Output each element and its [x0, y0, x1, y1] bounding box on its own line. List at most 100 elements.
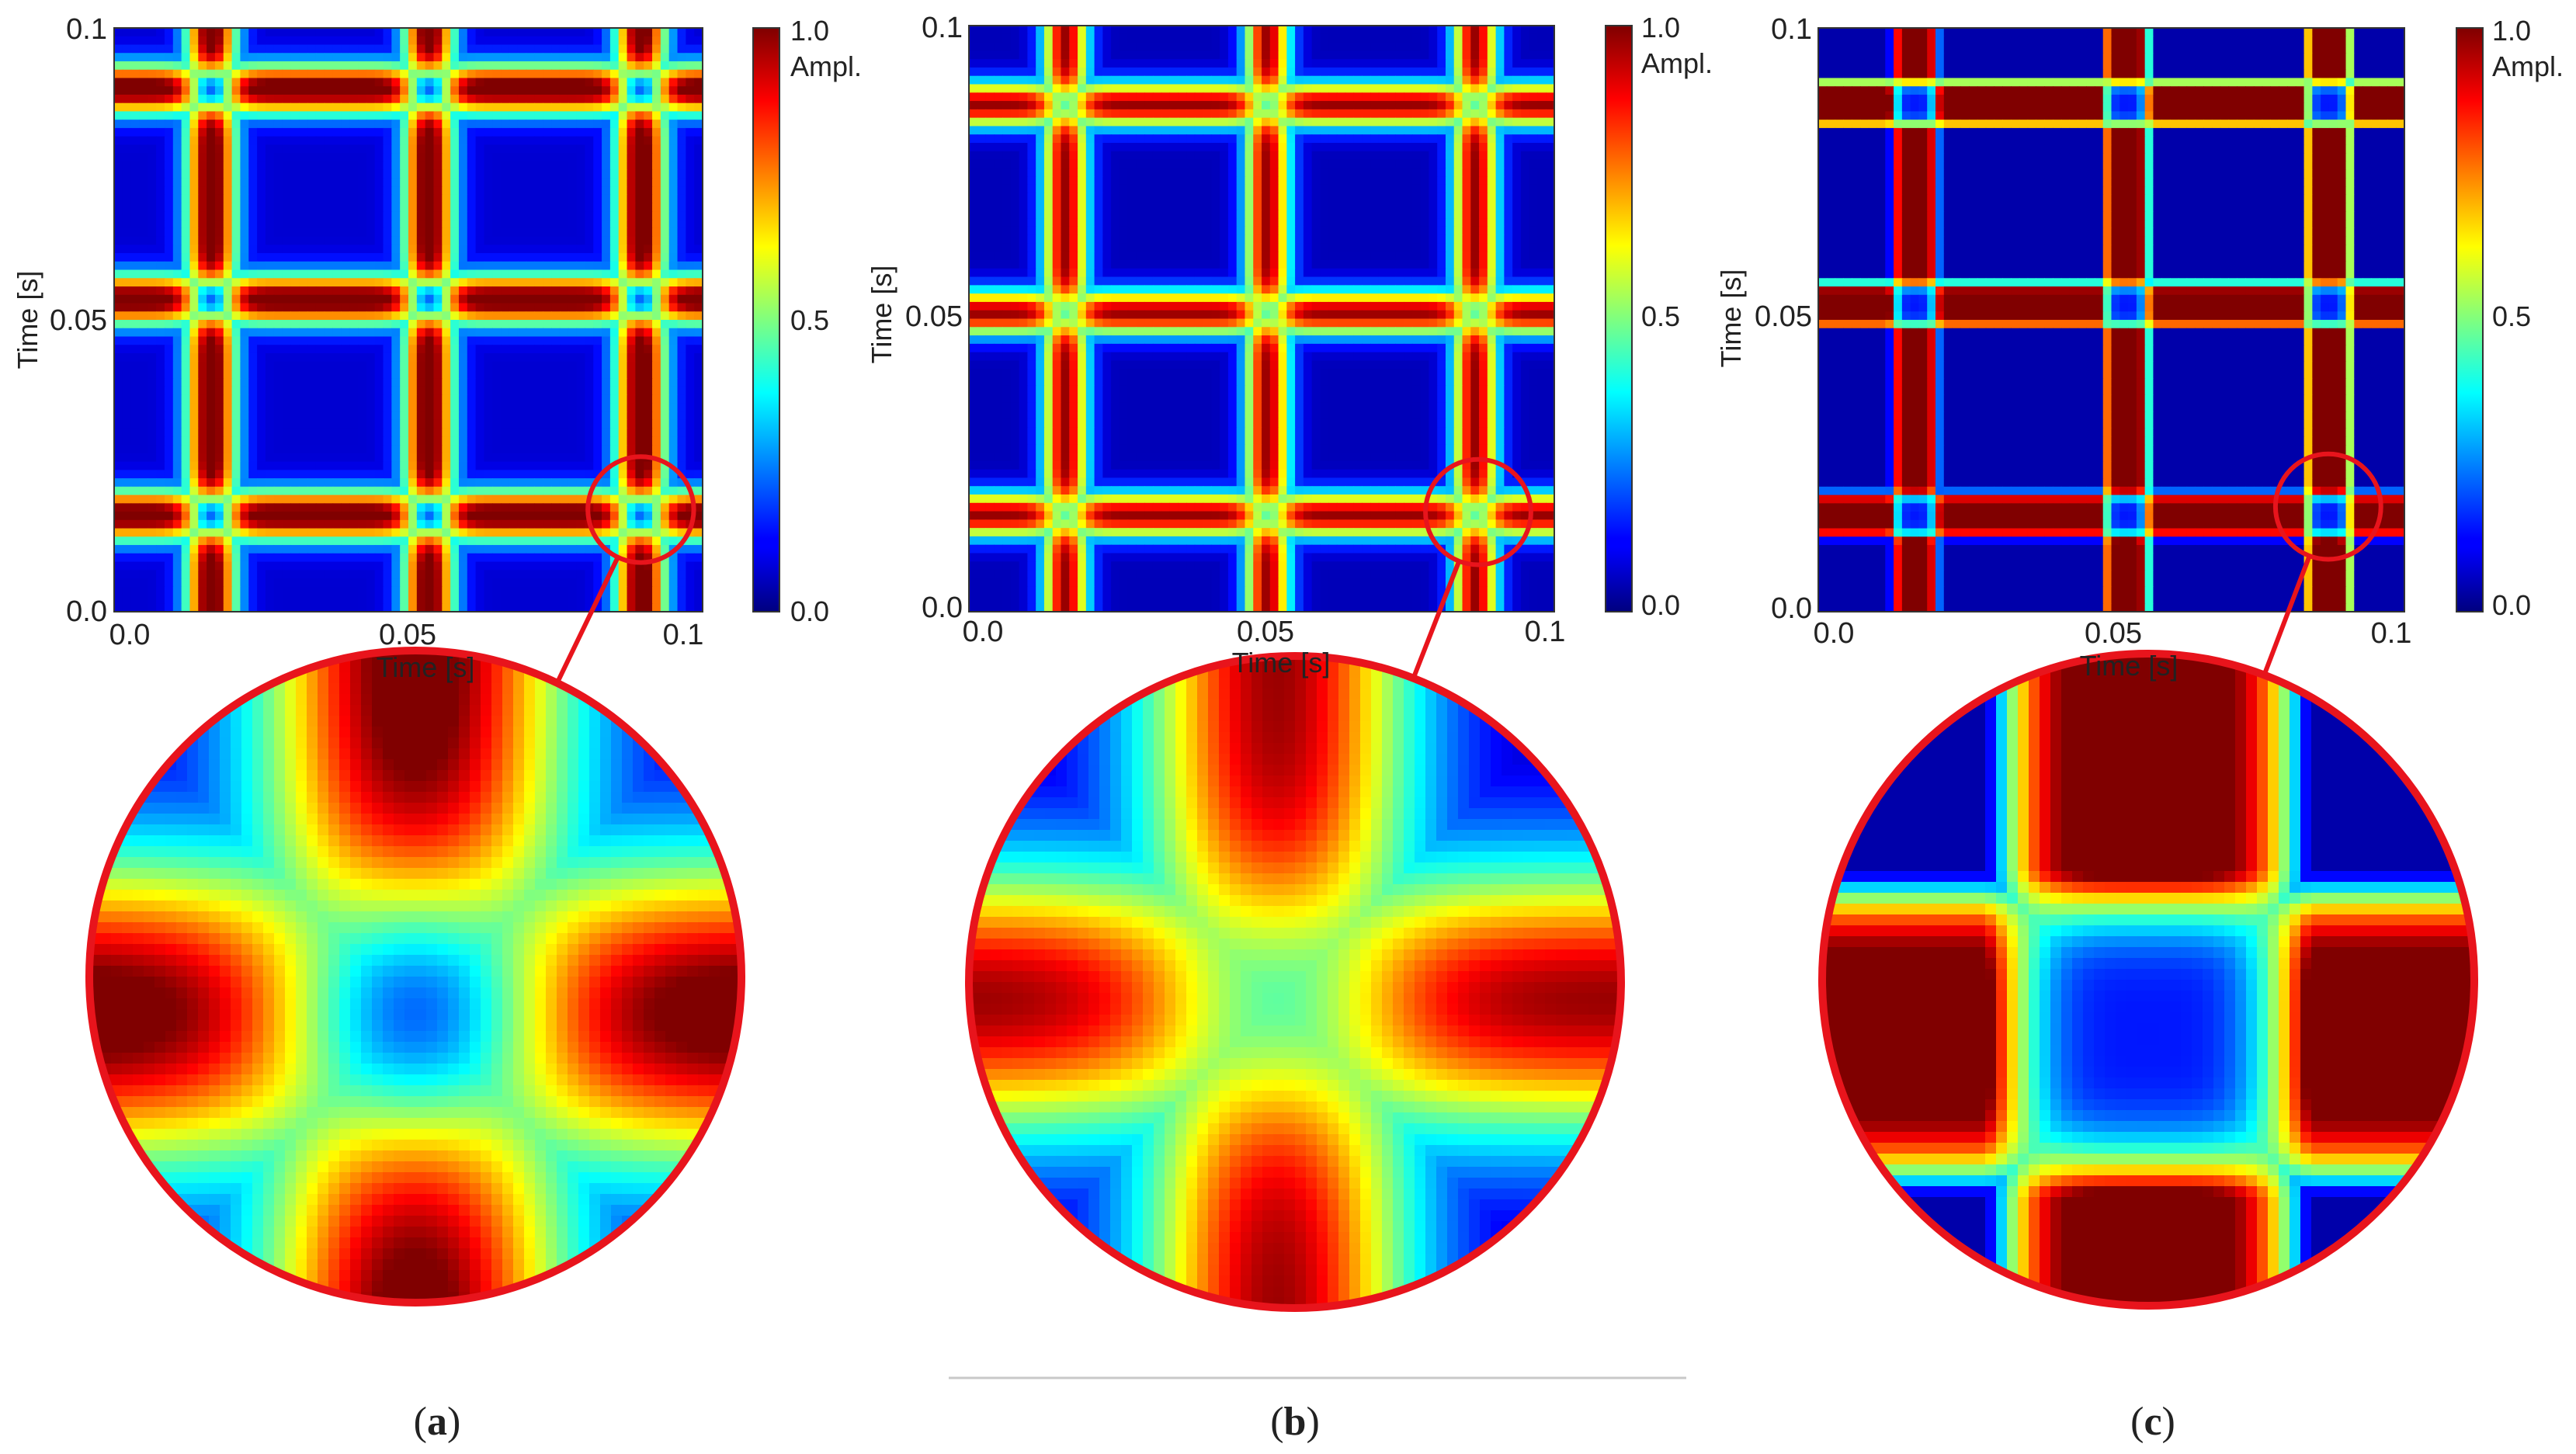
heatmap-cell: [156, 253, 165, 262]
heatmap-cell: [232, 211, 241, 220]
heatmap-cell: [189, 153, 198, 161]
heatmap-cell: [669, 203, 678, 212]
heatmap-cell: [543, 44, 551, 53]
heatmap-cell: [123, 237, 131, 245]
heatmap-cell: [341, 36, 349, 45]
heatmap-cell: [602, 228, 610, 237]
heatmap-cell: [165, 53, 173, 61]
heatmap-cell: [341, 137, 349, 145]
heatmap-cell: [333, 120, 342, 128]
heatmap-cell: [408, 137, 417, 145]
heatmap-cell: [518, 128, 526, 137]
heatmap-cell: [189, 203, 198, 212]
heatmap-cell: [442, 44, 450, 53]
heatmap-cell: [534, 203, 543, 212]
heatmap-cell: [501, 144, 509, 153]
heatmap-cell: [148, 220, 156, 228]
heatmap-cell: [114, 153, 123, 161]
heatmap-cell: [333, 144, 342, 153]
heatmap-cell: [333, 161, 342, 170]
heatmap-cell: [459, 220, 467, 228]
heatmap-cell: [148, 103, 156, 112]
heatmap-cell: [189, 220, 198, 228]
heatmap-cell: [408, 86, 417, 95]
heatmap-cell: [433, 161, 442, 170]
heatmap-cell: [669, 111, 678, 120]
heatmap-cell: [384, 111, 392, 120]
heatmap-cell: [240, 95, 248, 103]
heatmap-cell: [408, 186, 417, 195]
heatmap-cell: [534, 253, 543, 262]
heatmap-cell: [391, 78, 400, 86]
heatmap-cell: [333, 153, 342, 161]
heatmap-cell: [619, 186, 627, 195]
heatmap-cell: [325, 144, 333, 153]
heatmap-cell: [215, 36, 224, 45]
heatmap-cell: [156, 44, 165, 53]
heatmap-cell: [274, 95, 283, 103]
heatmap-cell: [139, 195, 148, 203]
heatmap-cell: [349, 103, 358, 112]
heatmap-cell: [694, 86, 703, 95]
heatmap-cell: [652, 36, 661, 45]
heatmap-cell: [442, 161, 450, 170]
heatmap-cell: [467, 211, 476, 220]
heatmap-cell: [232, 144, 241, 153]
heatmap-cell: [375, 228, 384, 237]
heatmap-cell: [198, 178, 207, 186]
heatmap-cell: [669, 128, 678, 137]
heatmap-cell: [333, 170, 342, 179]
heatmap-cell: [509, 103, 518, 112]
heatmap-cell: [627, 28, 636, 36]
heatmap-cell: [358, 161, 366, 170]
heatmap-cell: [417, 195, 425, 203]
heatmap-cell: [543, 253, 551, 262]
heatmap-cell: [173, 228, 182, 237]
heatmap-cell: [568, 111, 577, 120]
heatmap-cell: [290, 120, 299, 128]
heatmap-cell: [207, 178, 215, 186]
heatmap-cell: [290, 220, 299, 228]
heatmap-cell: [274, 36, 283, 45]
heatmap-cell: [248, 86, 257, 95]
heatmap-cell: [391, 245, 400, 253]
heatmap-cell: [215, 245, 224, 253]
heatmap-cell: [375, 44, 384, 53]
heatmap-cell: [182, 195, 190, 203]
heatmap-cell: [156, 61, 165, 70]
heatmap-cell: [366, 86, 375, 95]
heatmap-cell: [148, 245, 156, 253]
heatmap-cell: [543, 220, 551, 228]
heatmap-cell: [325, 211, 333, 220]
heatmap-cell: [274, 70, 283, 78]
heatmap-cell: [627, 186, 636, 195]
heatmap-cell: [189, 128, 198, 137]
heatmap-cell: [694, 137, 703, 145]
heatmap-cell: [433, 178, 442, 186]
heatmap-cell: [215, 70, 224, 78]
heatmap-cell: [551, 78, 560, 86]
heatmap-cell: [433, 128, 442, 137]
heatmap-cell: [391, 186, 400, 195]
heatmap-cell: [375, 211, 384, 220]
heatmap-cell: [123, 178, 131, 186]
heatmap-cell: [232, 128, 241, 137]
heatmap-cell: [173, 195, 182, 203]
heatmap-cell: [215, 178, 224, 186]
heatmap-cell: [274, 195, 283, 203]
heatmap-cell: [694, 178, 703, 186]
heatmap-cell: [509, 245, 518, 253]
heatmap-cell: [240, 228, 248, 237]
heatmap-cell: [299, 186, 307, 195]
heatmap-cell: [224, 186, 232, 195]
heatmap-cell: [678, 153, 686, 161]
heatmap-cell: [484, 44, 492, 53]
heatmap-cell: [139, 253, 148, 262]
heatmap-cell: [560, 237, 568, 245]
heatmap-cell: [450, 36, 459, 45]
heatmap-cell: [408, 245, 417, 253]
heatmap-cell: [560, 86, 568, 95]
heatmap-cell: [248, 253, 257, 262]
heatmap-cell: [543, 86, 551, 95]
heatmap-cell: [551, 103, 560, 112]
